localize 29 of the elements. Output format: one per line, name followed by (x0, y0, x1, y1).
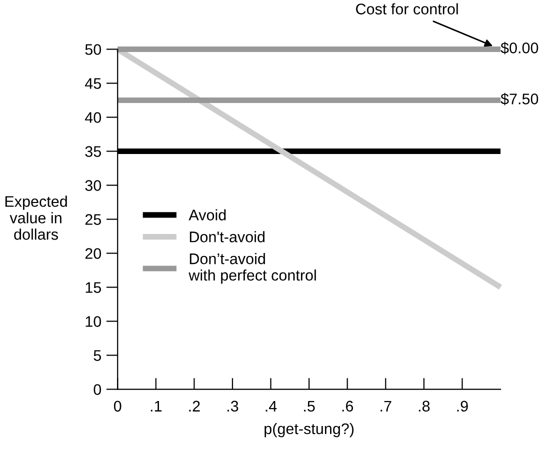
legend-label: Don’t-avoid with perfect control (188, 252, 316, 284)
x-tick-label: .5 (304, 400, 315, 412)
annotation: $0.00 (500, 42, 538, 54)
text: Cost for control (356, 3, 458, 14)
y-tick-label: 10 (86, 316, 102, 327)
x-tick-label: .3 (228, 400, 238, 412)
x-tick-label: .7 (380, 400, 392, 412)
y-tick-label: 0 (94, 384, 102, 395)
x-tick-label: .9 (457, 400, 468, 412)
y-tick-label: 30 (85, 180, 102, 191)
x-axis-title: p(get-stung?) (264, 422, 354, 438)
legend-label: Avoid (188, 209, 226, 220)
y-tick-label: 50 (85, 44, 102, 55)
y-tick-label: 25 (85, 214, 101, 225)
legend-label: Don't-avoid (190, 231, 264, 242)
x-tick-label: .2 (189, 400, 200, 412)
y-tick-label: 40 (84, 112, 102, 123)
x-tick-label: .4 (266, 400, 277, 412)
x-tick-label: .1 (150, 400, 162, 412)
y-tick-label: 15 (86, 282, 101, 293)
x-tick-label: .6 (342, 400, 354, 412)
x-tick-label: 0 (114, 400, 122, 412)
y-tick-label: 45 (84, 78, 101, 89)
y-tick-label: 20 (85, 248, 102, 259)
x-tick-label: .8 (418, 400, 430, 412)
y-axis-title: Expected value in dollars (5, 196, 67, 240)
annotation: $7.50 (500, 92, 538, 106)
y-tick-label: 5 (94, 350, 101, 361)
y-tick-label: 35 (85, 146, 101, 157)
